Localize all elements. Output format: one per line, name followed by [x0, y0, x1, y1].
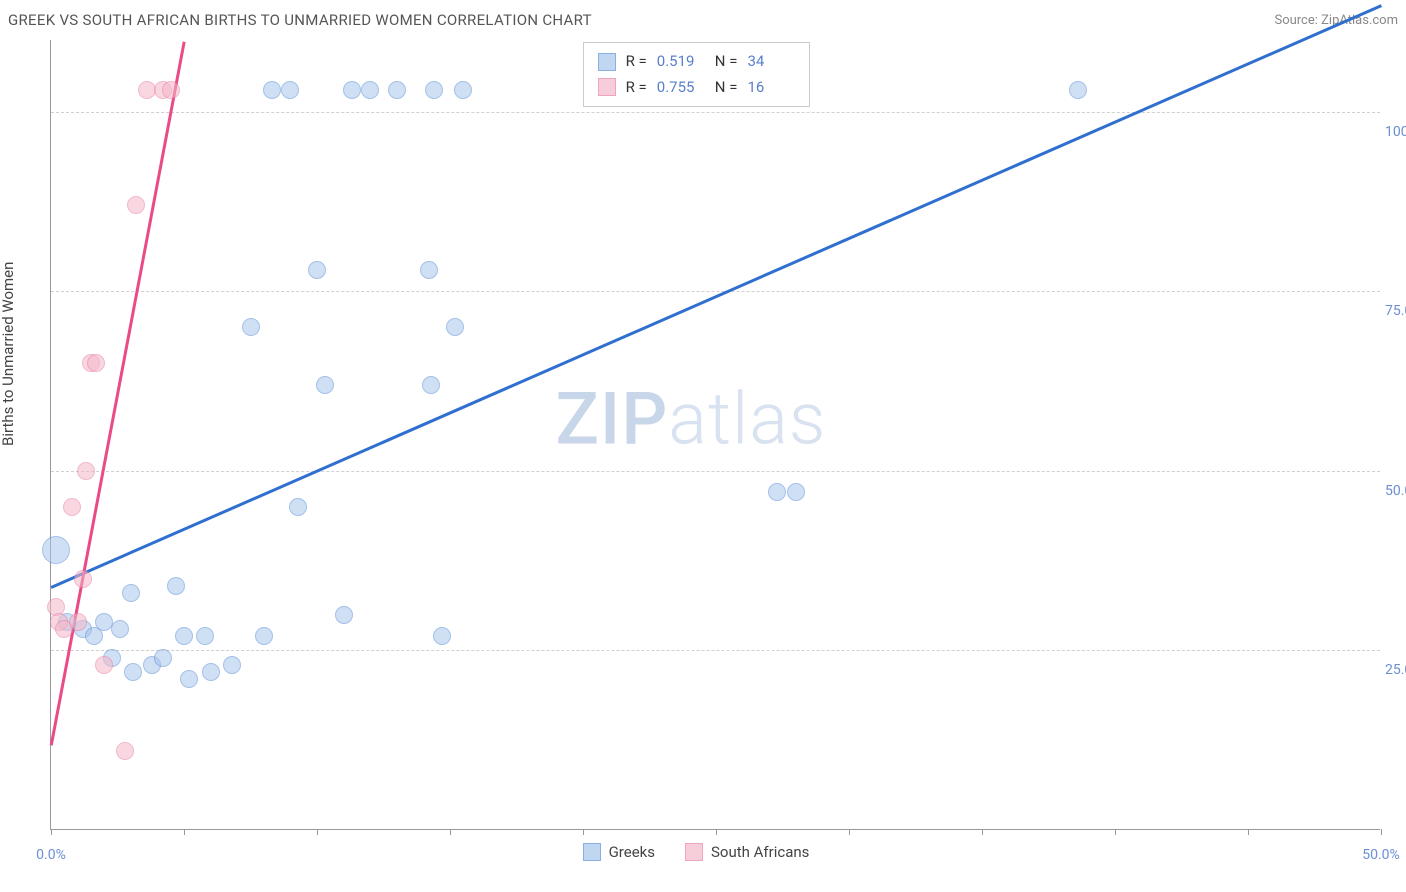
y-tick-label: 75.0%: [1385, 303, 1406, 319]
legend-swatch: [598, 78, 616, 96]
scatter-point: [202, 663, 220, 681]
scatter-point: [335, 606, 353, 624]
legend-swatch: [685, 843, 703, 861]
y-axis-label: Births to Unmarried Women: [0, 262, 17, 446]
scatter-point: [263, 81, 281, 99]
legend-label: Greeks: [609, 843, 655, 861]
stat-r-label: R =: [626, 75, 647, 101]
scatter-point: [124, 663, 142, 681]
scatter-point: [74, 570, 92, 588]
scatter-point: [768, 483, 786, 501]
x-tick: [583, 829, 584, 835]
legend-label: South Africans: [711, 843, 809, 861]
stat-n-value: 34: [747, 49, 795, 75]
x-tick: [51, 829, 52, 835]
watermark-zip: ZIP: [556, 376, 669, 461]
scatter-point: [127, 196, 145, 214]
scatter-point: [343, 81, 361, 99]
scatter-point: [175, 627, 193, 645]
scatter-point: [116, 742, 134, 760]
scatter-point: [433, 627, 451, 645]
scatter-point: [446, 318, 464, 336]
plot-area: ZIPatlas 25.0%50.0%75.0%100.0%0.0%50.0%R…: [50, 40, 1380, 830]
x-tick: [1381, 829, 1382, 835]
scatter-point: [281, 81, 299, 99]
scatter-point: [242, 318, 260, 336]
scatter-point: [289, 498, 307, 516]
watermark: ZIPatlas: [556, 376, 827, 461]
trend-line: [50, 41, 185, 745]
gridline: [51, 112, 1380, 113]
scatter-point: [63, 498, 81, 516]
x-tick: [184, 829, 185, 835]
stat-r-value: 0.519: [657, 49, 705, 75]
stat-r-label: R =: [626, 49, 647, 75]
x-tick: [1248, 829, 1249, 835]
scatter-point: [454, 81, 472, 99]
scatter-point: [316, 376, 334, 394]
stat-n-label: N =: [715, 49, 738, 75]
scatter-point: [196, 627, 214, 645]
series-legend: Greeks South Africans: [583, 843, 810, 861]
scatter-point: [308, 261, 326, 279]
stats-row: R = 0.755 N = 16: [598, 75, 796, 101]
stat-n-label: N =: [715, 75, 738, 101]
gridline: [51, 291, 1380, 292]
legend-item: South Africans: [685, 843, 809, 861]
scatter-point: [122, 584, 140, 602]
gridline: [51, 471, 1380, 472]
scatter-point: [87, 354, 105, 372]
scatter-point: [167, 577, 185, 595]
y-tick-label: 100.0%: [1385, 124, 1406, 140]
scatter-point: [111, 620, 129, 638]
legend-swatch: [583, 843, 601, 861]
scatter-point: [77, 462, 95, 480]
scatter-point: [422, 376, 440, 394]
x-tick-label: 50.0%: [1362, 847, 1400, 863]
scatter-point: [420, 261, 438, 279]
x-tick: [716, 829, 717, 835]
x-tick-label: 0.0%: [36, 847, 66, 863]
x-tick: [1115, 829, 1116, 835]
stat-n-value: 16: [747, 75, 795, 101]
legend-swatch: [598, 53, 616, 71]
x-tick: [849, 829, 850, 835]
stats-legend: R = 0.519 N = 34 R = 0.755 N = 16: [583, 42, 811, 107]
stats-row: R = 0.519 N = 34: [598, 49, 796, 75]
x-tick: [982, 829, 983, 835]
scatter-point: [180, 670, 198, 688]
scatter-point: [361, 81, 379, 99]
watermark-atlas: atlas: [668, 376, 826, 461]
y-tick-label: 25.0%: [1385, 662, 1406, 678]
scatter-point: [154, 649, 172, 667]
stat-r-value: 0.755: [657, 75, 705, 101]
scatter-point: [223, 656, 241, 674]
x-tick: [317, 829, 318, 835]
scatter-point: [388, 81, 406, 99]
chart-title: GREEK VS SOUTH AFRICAN BIRTHS TO UNMARRI…: [8, 11, 592, 29]
scatter-point: [42, 536, 70, 564]
legend-item: Greeks: [583, 843, 655, 861]
scatter-point: [255, 627, 273, 645]
scatter-point: [787, 483, 805, 501]
scatter-point: [425, 81, 443, 99]
scatter-point: [95, 656, 113, 674]
scatter-point: [162, 81, 180, 99]
scatter-point: [1069, 81, 1087, 99]
gridline: [51, 650, 1380, 651]
y-tick-label: 50.0%: [1385, 483, 1406, 499]
x-tick: [450, 829, 451, 835]
scatter-point: [69, 613, 87, 631]
